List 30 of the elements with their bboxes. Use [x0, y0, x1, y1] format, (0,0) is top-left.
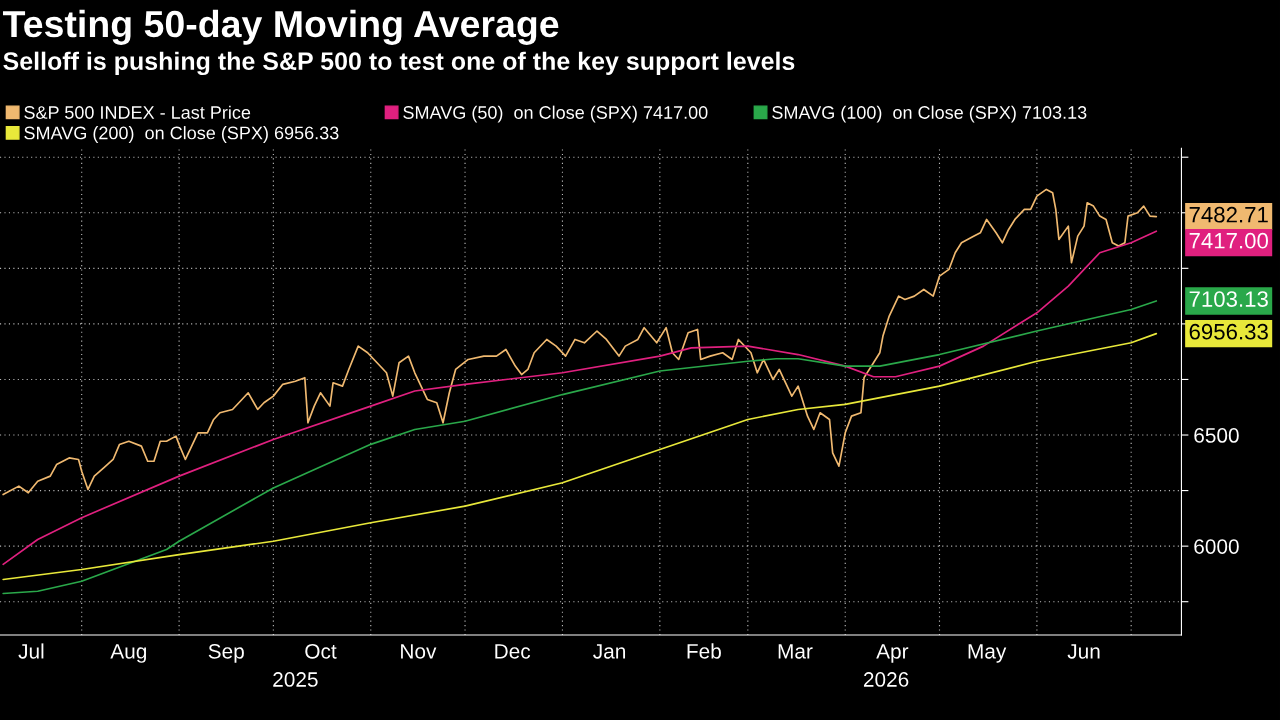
- x-tick-label: Aug: [110, 644, 147, 663]
- legend-label: SMAVG (100) on Close (SPX) 7103.13: [772, 105, 1087, 123]
- chart-subtitle: Selloff is pushing the S&P 500 to test one of the key support levels: [3, 51, 795, 76]
- chart-title: Testing 50-day Moving Average: [2, 9, 559, 45]
- x-tick-label: Dec: [495, 644, 531, 659]
- text: 2025: [273, 672, 318, 687]
- annotation: 7482.71: [1189, 206, 1268, 223]
- annotation: 7103.13: [1189, 291, 1268, 307]
- x-tick-label: Jun: [1067, 644, 1100, 659]
- line-series: [2, 300, 1158, 595]
- line-series: [2, 332, 1158, 581]
- annotation: 7417.00: [1189, 232, 1268, 249]
- y-tick-label: 6500: [1194, 428, 1239, 443]
- x-tick-label: Oct: [305, 643, 337, 659]
- line-series: [2, 230, 1158, 566]
- legend-label: SMAVG (50) on Close (SPX) 7417.00: [403, 105, 708, 123]
- x-tick-label: Jul: [18, 643, 44, 659]
- text: 2026: [863, 672, 909, 687]
- legend-label: S&P 500 INDEX - Last Price: [24, 105, 251, 119]
- legend-label: SMAVG (200) on Close (SPX) 6956.33: [24, 126, 339, 143]
- x-tick-label: Sep: [208, 643, 244, 663]
- x-tick-label: Feb: [687, 643, 721, 659]
- annotation: 6956.33: [1189, 323, 1268, 340]
- x-tick-label: May: [968, 644, 1007, 663]
- x-tick-label: Nov: [401, 644, 437, 659]
- x-tick-label: Apr: [876, 644, 909, 663]
- y-tick-label: 6000: [1194, 539, 1239, 554]
- x-tick-label: Mar: [778, 644, 813, 659]
- line-series: [2, 188, 1158, 496]
- x-tick-label: Jan: [593, 644, 626, 659]
